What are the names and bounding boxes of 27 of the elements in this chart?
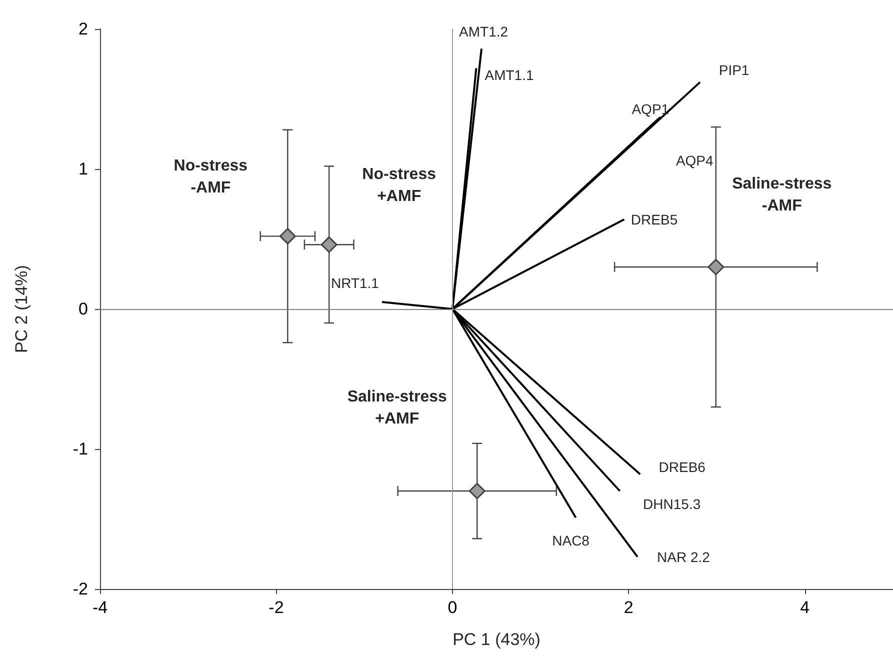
x-tick-label: 2 [624, 598, 634, 617]
series-label: AQP1 [632, 101, 670, 118]
y-tick-label: -1 [72, 440, 88, 458]
y-tick-label: 0 [78, 300, 88, 318]
annotation: No-stress +AMF [362, 166, 436, 206]
y-axis-title: PC 2 (14%) [12, 265, 31, 353]
series-label: DHN15.3 [643, 496, 701, 512]
series-label: DREB6 [658, 459, 706, 476]
series-label: NAR 2.2 [657, 548, 710, 565]
text: AQP4 [676, 152, 714, 169]
series-label: AMT1.2 [459, 24, 508, 40]
y-tick-label: 1 [78, 160, 88, 178]
annotation: No-stress -AMF [174, 158, 248, 197]
x-tick-label: -2 [268, 598, 284, 617]
series-label: DREB5 [630, 211, 678, 228]
series-label: NAC8 [552, 532, 590, 549]
x-axis-title: PC 1 (43%) [452, 630, 540, 649]
x-tick-label: -4 [92, 598, 108, 617]
annotation: Saline-stress -AMF [732, 176, 832, 214]
series-label: AMT1.1 [484, 67, 534, 84]
series-label: PIP1 [718, 62, 750, 78]
x-tick-label: 0 [448, 598, 458, 617]
series-label: NRT1.1 [330, 275, 380, 291]
annotation: Saline-stress +AMF [347, 388, 448, 428]
y-tick-label: 2 [78, 20, 88, 38]
y-tick-label: -2 [72, 580, 88, 598]
x-tick-label: 4 [800, 598, 810, 617]
